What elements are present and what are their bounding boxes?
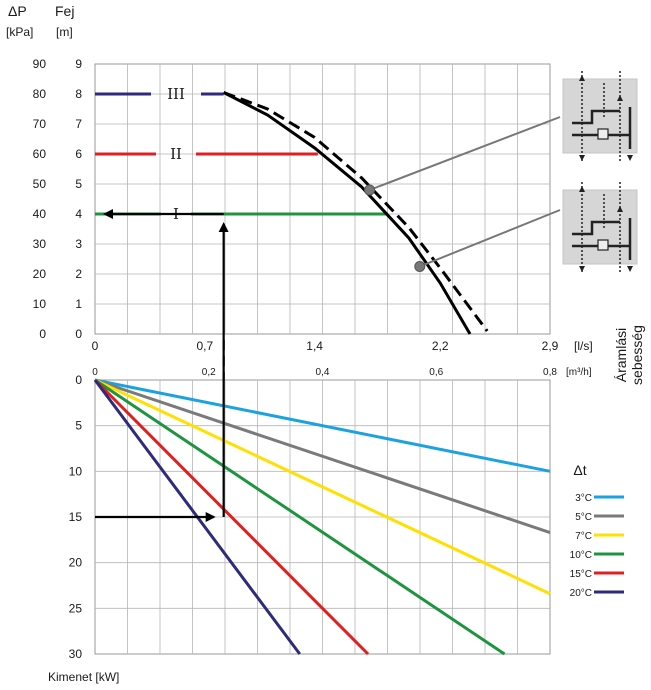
y-output-tick-label: 5 (75, 419, 82, 433)
flow-arrow-icon (579, 155, 585, 161)
y-kpa-tick-label: 10 (33, 297, 47, 311)
y-m-tick-label: 2 (75, 267, 82, 281)
flow-arrow-icon (579, 75, 585, 81)
head-label: Fej (55, 3, 74, 19)
dp-label: ΔP (8, 3, 27, 19)
legend-entry-label: 10°C (570, 550, 592, 561)
legend-entry-label: 7°C (575, 531, 592, 542)
y-kpa-tick-label: 70 (33, 117, 47, 131)
output-line-15c (93, 378, 370, 656)
pump-curve-dashed (223, 91, 489, 332)
pump-curve-solid (223, 91, 472, 335)
x-flow-m3h-tick-label: 0 (92, 367, 98, 378)
flow-arrow-icon (579, 186, 585, 192)
pump-curves-group: IIIIII (95, 85, 489, 335)
leader-line (419, 209, 561, 268)
valve-diagrams (364, 71, 638, 272)
pipe-solid (572, 220, 620, 236)
flow-arrow-icon (579, 266, 585, 272)
x-flow-m3h-tick-label: 0,8 (543, 367, 557, 378)
flow-arrow-icon (617, 206, 623, 212)
valve-diagram-2 (562, 182, 638, 272)
x-flow-ls-tick-label: 0 (92, 339, 99, 353)
output-line-5c (94, 378, 551, 534)
legend-entry-label: 5°C (575, 512, 592, 523)
y-output-tick-label: 0 (75, 373, 82, 387)
x-flow-ls-tick-label: 2,2 (432, 339, 449, 353)
flow-arrow-icon (627, 155, 633, 161)
y-m-tick-label: 5 (75, 177, 82, 191)
y-output-tick-label: 25 (69, 601, 83, 615)
output-line-3c (94, 378, 551, 473)
y-m-tick-label: 0 (75, 327, 82, 341)
y-kpa-tick-label: 40 (33, 207, 47, 221)
y-kpa-tick-label: 20 (33, 267, 47, 281)
legend-entry-label: 20°C (570, 588, 592, 599)
pipe-solid (572, 109, 620, 125)
legend-entry-label: 3°C (575, 493, 592, 504)
y-m-tick-label: 7 (75, 117, 82, 131)
top-grid (94, 63, 551, 335)
output-line-10c (94, 378, 506, 656)
valve-symbol (597, 128, 609, 140)
y-m-tick-label: 8 (75, 87, 82, 101)
y-m-tick-label: 9 (75, 57, 82, 71)
valve-diagram-background (562, 78, 638, 154)
flow-speed-label-line2: sebesség (629, 325, 645, 385)
flow-speed-label-line1: Áramlási (613, 328, 629, 382)
head-unit: [m] (56, 25, 73, 39)
valve-diagram-background (562, 189, 638, 265)
legend-title: Δt (573, 462, 586, 478)
x-flow-m3h-tick-label: 0,2 (202, 367, 216, 378)
legend: Δt 3°C 5°C 7°C 10°C 15°C 20°C (570, 462, 624, 599)
y-output-tick-label: 20 (69, 556, 83, 570)
flow-arrow-icon (627, 266, 633, 272)
x-flow-m3h-tick-label: 0,6 (429, 367, 443, 378)
y-kpa-tick-label: 30 (33, 237, 47, 251)
dp-unit: [kPa] (6, 25, 33, 39)
x-flow-ls-tick-label: 2,9 (542, 339, 559, 353)
y-kpa-tick-label: 90 (33, 57, 47, 71)
flow-arrow-icon (617, 95, 623, 101)
operating-point-marker (414, 261, 426, 272)
legend-entry-label: 15°C (570, 569, 592, 580)
y-kpa-tick-label: 80 (33, 87, 47, 101)
example-reading-path (95, 209, 229, 522)
x-flow-m3h-unit: [m³/h] (566, 367, 592, 378)
operating-point-marker (364, 184, 376, 196)
x-flow-m3h-tick-label: 0,4 (316, 367, 330, 378)
output-series-lines (93, 378, 551, 656)
y-output-tick-label: 10 (69, 464, 83, 478)
y-kpa-tick-label: 50 (33, 177, 47, 191)
output-line-7c (94, 378, 551, 596)
output-axis-label: Kimenet [kW] (48, 670, 119, 684)
x-flow-ls-tick-label: 0,7 (196, 339, 213, 353)
y-m-tick-label: 4 (75, 207, 82, 221)
speed-level-label-III: III (167, 85, 185, 103)
y-m-tick-label: 6 (75, 147, 82, 161)
x-flow-ls-tick-label: 1,4 (306, 339, 323, 353)
leader-line (369, 116, 561, 191)
y-m-tick-label: 3 (75, 237, 82, 251)
y-kpa-tick-label: 60 (33, 147, 47, 161)
x-flow-ls-unit: [l/s] (574, 339, 593, 353)
y-kpa-tick-label: 0 (39, 327, 46, 341)
flow-speed-axis-label: Áramlási sebesség (613, 325, 645, 385)
y-output-tick-label: 15 (69, 510, 83, 524)
speed-level-label-II: II (170, 145, 182, 163)
y-output-tick-label: 30 (69, 647, 83, 661)
valve-diagram-1 (562, 71, 638, 161)
y-m-tick-label: 1 (75, 297, 82, 311)
valve-symbol (597, 239, 609, 251)
